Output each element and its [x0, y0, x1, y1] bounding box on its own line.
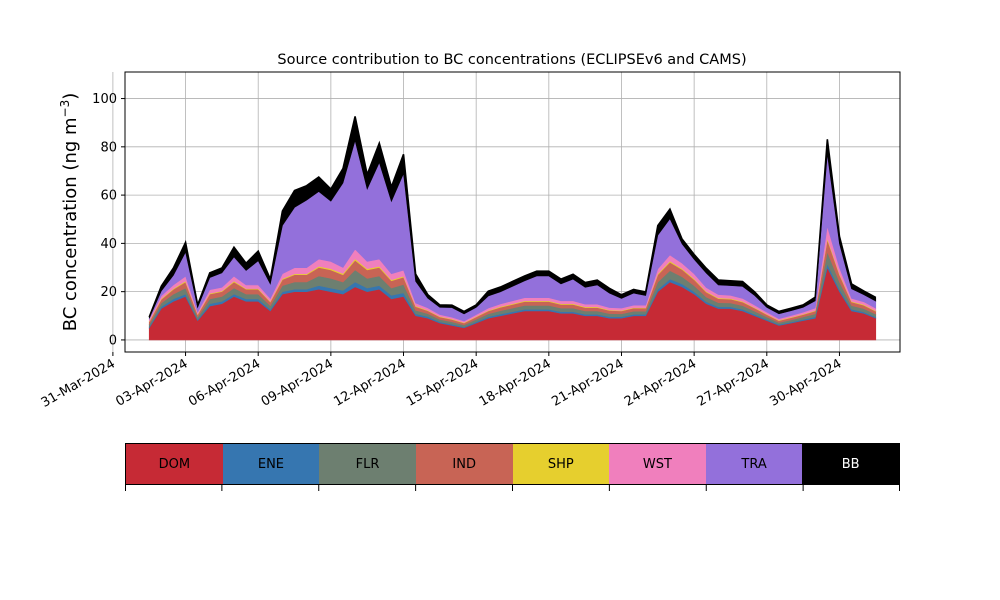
x-tick-label: 12-Apr-2024 — [331, 356, 408, 409]
y-tick-label: 20 — [100, 285, 117, 300]
legend-entry-shp: SHP — [512, 444, 610, 484]
legend-entry-flr: FLR — [319, 444, 416, 484]
y-tick-label: 0 — [109, 333, 117, 348]
legend-entry-tra: TRA — [705, 444, 803, 484]
legend-entry-ene: ENE — [222, 444, 320, 484]
tick-labels: 0 20 40 60 80 100 31-Mar-202403-Apr-202406-Apr… — [39, 92, 845, 411]
total-outline — [148, 116, 877, 318]
y-axis-label: BC concentration (ng m−3) — [58, 93, 81, 332]
y-tick-label: 60 — [100, 189, 117, 204]
x-tick-label: 18-Apr-2024 — [477, 356, 554, 409]
legend-entry-wst: WST — [609, 444, 706, 484]
legend-entry-dom: DOM — [126, 444, 223, 484]
axes — [112, 71, 901, 356]
y-axis-label-close: ) — [60, 93, 81, 100]
colorbar-ticks — [125, 485, 900, 491]
area-series — [148, 116, 877, 341]
y-tick-label: 80 — [100, 140, 117, 155]
x-tick-label: 27-Apr-2024 — [695, 356, 772, 409]
x-tick-label: 03-Apr-2024 — [113, 356, 190, 409]
x-tick-label: 06-Apr-2024 — [186, 356, 263, 409]
chart-title: Source contribution to BC concentrations… — [277, 52, 746, 68]
legend-entry-bb: BB — [802, 444, 899, 484]
x-tick-label: 09-Apr-2024 — [259, 356, 336, 409]
y-tick-label: 40 — [100, 237, 117, 252]
plot-frame — [124, 71, 901, 353]
x-tick-label: 24-Apr-2024 — [622, 356, 699, 409]
y-tick-label: 100 — [92, 92, 117, 107]
y-axis-label-main: BC concentration (ng m — [60, 117, 81, 331]
x-tick-label: 15-Apr-2024 — [404, 356, 481, 409]
y-axis-label-sup: −3 — [58, 100, 72, 118]
x-tick-label: 31-Mar-2024 — [39, 356, 118, 410]
legend-entry-ind: IND — [415, 444, 513, 484]
x-tick-label: 30-Apr-2024 — [767, 356, 844, 409]
colorbar-legend: DOM ENE FLR IND SHP WST TRA BB — [125, 443, 900, 485]
x-tick-label: 21-Apr-2024 — [549, 356, 626, 409]
